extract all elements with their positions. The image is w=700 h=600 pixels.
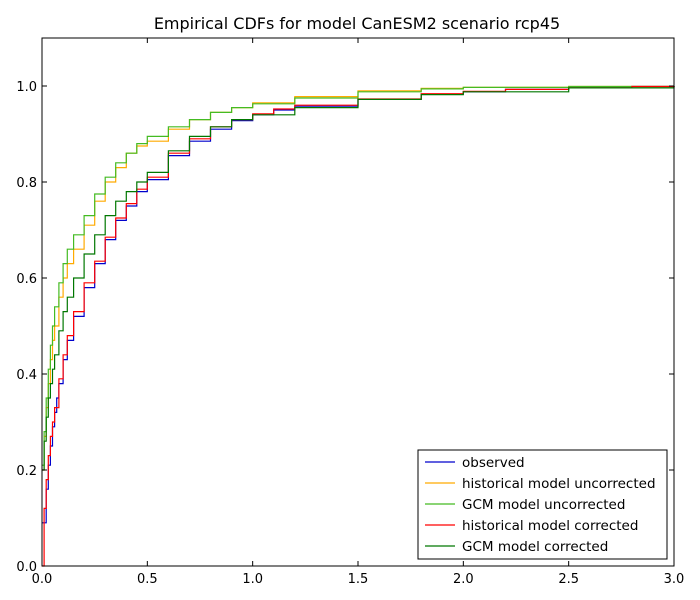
x-tick-label: 1.5 — [348, 572, 369, 587]
y-tick-label: 0.4 — [16, 368, 37, 383]
series-line-2 — [42, 85, 675, 466]
legend-box — [417, 449, 668, 560]
x-tick-label: 2.0 — [453, 572, 474, 587]
x-tick-label: 2.5 — [558, 572, 579, 587]
x-tick-label: 1.0 — [242, 572, 263, 587]
y-tick-label: 0.0 — [16, 560, 37, 575]
y-tick-label: 0.8 — [16, 176, 37, 191]
series-line-4 — [42, 86, 675, 471]
series-layer — [42, 85, 675, 567]
legend-label-2: GCM model uncorrected — [462, 497, 625, 513]
x-tick-label: 0.5 — [137, 572, 158, 587]
legend-label-0: observed — [462, 455, 525, 471]
x-tick-label: 0.0 — [32, 572, 53, 587]
plot-frame — [41, 37, 675, 567]
ticks-layer: 0.0 0.5 1.0 1.5 2.0 2.5 3.0 0.0 0.2 0.4 0.6 0.8 1.0 — [16, 38, 684, 587]
legend: observed historical model uncorrected GCM … — [417, 449, 668, 560]
chart-title: Empirical CDFs for model CanESM2 scenari… — [154, 14, 560, 33]
x-tick-label: 3.0 — [664, 572, 685, 587]
legend-label-3: historical model corrected — [462, 518, 638, 534]
y-tick-label: 0.2 — [16, 464, 37, 479]
y-tick-label: 1.0 — [16, 80, 37, 95]
legend-label-1: historical model uncorrected — [462, 476, 656, 492]
y-tick-label: 0.6 — [16, 272, 37, 287]
legend-label-4: GCM model corrected — [462, 539, 608, 555]
